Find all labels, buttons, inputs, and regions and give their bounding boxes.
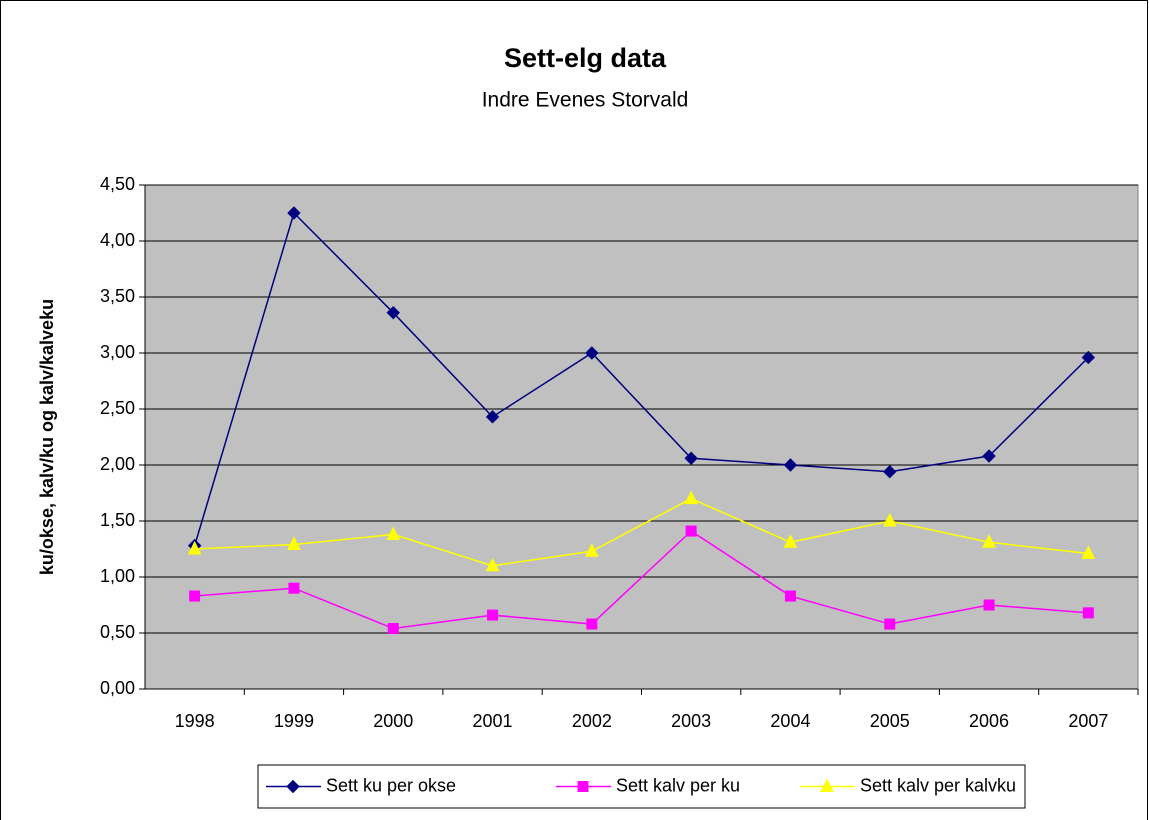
x-tick-label: 2001: [473, 711, 513, 731]
x-tick-label: 2004: [770, 711, 810, 731]
marker: [286, 779, 300, 794]
y-tick-label: 3,50: [100, 286, 135, 306]
chart-subtitle: Indre Evenes Storvald: [482, 89, 689, 112]
marker: [577, 781, 589, 792]
marker: [684, 451, 698, 465]
marker: [189, 590, 201, 602]
x-tick-label: 2002: [572, 711, 612, 731]
marker: [387, 623, 399, 635]
series-line: [194, 497, 1089, 567]
plot-area: [144, 184, 1139, 690]
marker: [585, 346, 599, 360]
legend-label: Sett kalv per ku: [616, 775, 740, 795]
marker: [982, 534, 996, 548]
marker: [485, 410, 500, 424]
marker: [585, 543, 599, 557]
y-tick-label: 4,50: [100, 174, 135, 194]
marker: [287, 536, 301, 551]
marker: [784, 590, 796, 602]
y-tick-label: 3,00: [100, 342, 135, 362]
marker: [783, 458, 798, 472]
marker: [586, 618, 598, 630]
y-axis-label: ku/okse, kalv/ku og kalv/kalveku: [37, 299, 57, 575]
x-tick-label: 2007: [1068, 711, 1108, 731]
marker: [983, 599, 995, 611]
marker: [1081, 350, 1096, 365]
x-tick-label: 2006: [969, 711, 1009, 731]
x-tick-label: 2000: [373, 711, 413, 731]
marker: [288, 582, 300, 594]
marker: [685, 525, 697, 537]
marker: [1081, 545, 1096, 559]
marker: [386, 305, 400, 320]
y-tick-label: 2,00: [100, 454, 135, 474]
series-line: [193, 211, 1089, 546]
marker: [684, 490, 698, 505]
y-tick-label: 4,00: [100, 230, 135, 250]
chart-title: Sett-elg data: [504, 43, 667, 73]
marker: [882, 512, 897, 527]
y-tick-label: 0,00: [100, 678, 135, 698]
marker: [982, 449, 996, 463]
y-tick-label: 0,50: [100, 622, 135, 642]
marker: [386, 526, 401, 540]
marker: [287, 206, 301, 220]
series-line: [194, 530, 1089, 630]
legend-label: Sett kalv per kalvku: [860, 775, 1016, 795]
marker: [884, 618, 896, 630]
y-tick-label: 1,50: [100, 510, 135, 530]
y-tick-label: 2,50: [100, 398, 135, 418]
x-tick-label: 1999: [274, 711, 314, 731]
marker: [883, 465, 897, 479]
legend-box: [257, 764, 1026, 809]
x-tick-label: 2003: [671, 711, 711, 731]
marker: [187, 540, 202, 555]
marker: [1082, 607, 1094, 619]
x-tick-label: 2005: [870, 711, 910, 731]
marker: [820, 778, 834, 792]
y-tick-label: 1,00: [100, 566, 135, 586]
x-tick-label: 1998: [175, 711, 215, 731]
marker: [783, 534, 798, 548]
marker: [487, 609, 499, 621]
marker: [485, 557, 500, 572]
legend-label: Sett ku per okse: [326, 775, 456, 795]
